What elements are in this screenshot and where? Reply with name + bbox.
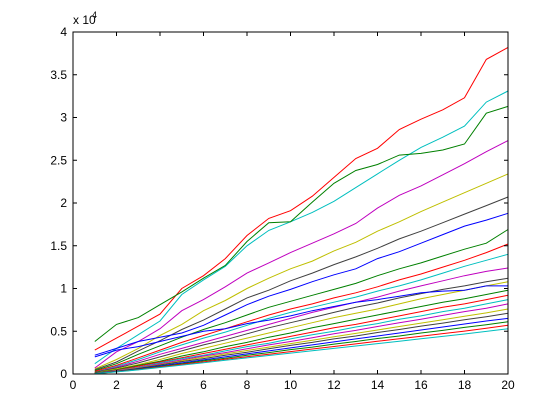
series-line-9 bbox=[94, 243, 509, 372]
y-tick-label: 4 bbox=[60, 25, 67, 39]
y-tick-label: 3 bbox=[60, 111, 67, 125]
y-exponent-base: x 10 bbox=[73, 13, 96, 27]
x-tick-label: 2 bbox=[113, 378, 120, 392]
series-line-10 bbox=[94, 253, 509, 373]
x-tick-label: 14 bbox=[371, 378, 385, 392]
x-tick-label: 18 bbox=[458, 378, 472, 392]
series-line-23 bbox=[94, 324, 509, 375]
x-tick-label: 8 bbox=[244, 378, 251, 392]
x-tick-label: 10 bbox=[284, 378, 298, 392]
series-line-1 bbox=[94, 46, 509, 351]
series-line-16 bbox=[94, 294, 509, 374]
x-tick-label: 16 bbox=[414, 378, 428, 392]
y-tick-label: 1 bbox=[60, 282, 67, 296]
y-tick-label: 2.5 bbox=[50, 153, 67, 167]
series-line-15 bbox=[94, 289, 509, 374]
series-line-21 bbox=[94, 317, 509, 374]
series-line-3 bbox=[94, 105, 509, 342]
y-tick-label: 3.5 bbox=[50, 68, 67, 82]
y-tick-label: 0 bbox=[60, 367, 67, 381]
series-line-20 bbox=[94, 312, 509, 374]
x-tick-label: 0 bbox=[70, 378, 77, 392]
series-line-12 bbox=[94, 277, 509, 373]
series-line-22 bbox=[94, 321, 509, 374]
series-line-2 bbox=[94, 90, 509, 365]
series-layer bbox=[94, 46, 509, 375]
series-line-17 bbox=[94, 299, 509, 374]
x-tick-label: 4 bbox=[157, 378, 164, 392]
x-tick-label: 6 bbox=[200, 378, 207, 392]
x-tick-label: 20 bbox=[501, 378, 515, 392]
series-line-8 bbox=[94, 229, 509, 372]
series-line-14 bbox=[94, 285, 508, 358]
series-line-11 bbox=[94, 267, 509, 373]
series-line-13 bbox=[94, 281, 509, 374]
series-line-6 bbox=[94, 196, 509, 371]
series-line-4 bbox=[94, 140, 509, 369]
y-axis: 0 0.5 1 1.5 2 2.5 3 3.5 4 bbox=[50, 25, 508, 381]
series-line-18 bbox=[94, 303, 509, 374]
series-line-5 bbox=[94, 173, 509, 370]
series-line-7 bbox=[94, 212, 509, 356]
series-line-24 bbox=[94, 328, 509, 375]
x-tick-label: 12 bbox=[327, 378, 341, 392]
x-axis: 0 2 4 6 8 10 12 14 16 18 20 bbox=[70, 32, 515, 392]
y-tick-label: 1.5 bbox=[50, 239, 67, 253]
y-tick-label: 0.5 bbox=[50, 324, 67, 338]
y-tick-label: 2 bbox=[60, 196, 67, 210]
y-exponent-power: 4 bbox=[92, 10, 97, 20]
